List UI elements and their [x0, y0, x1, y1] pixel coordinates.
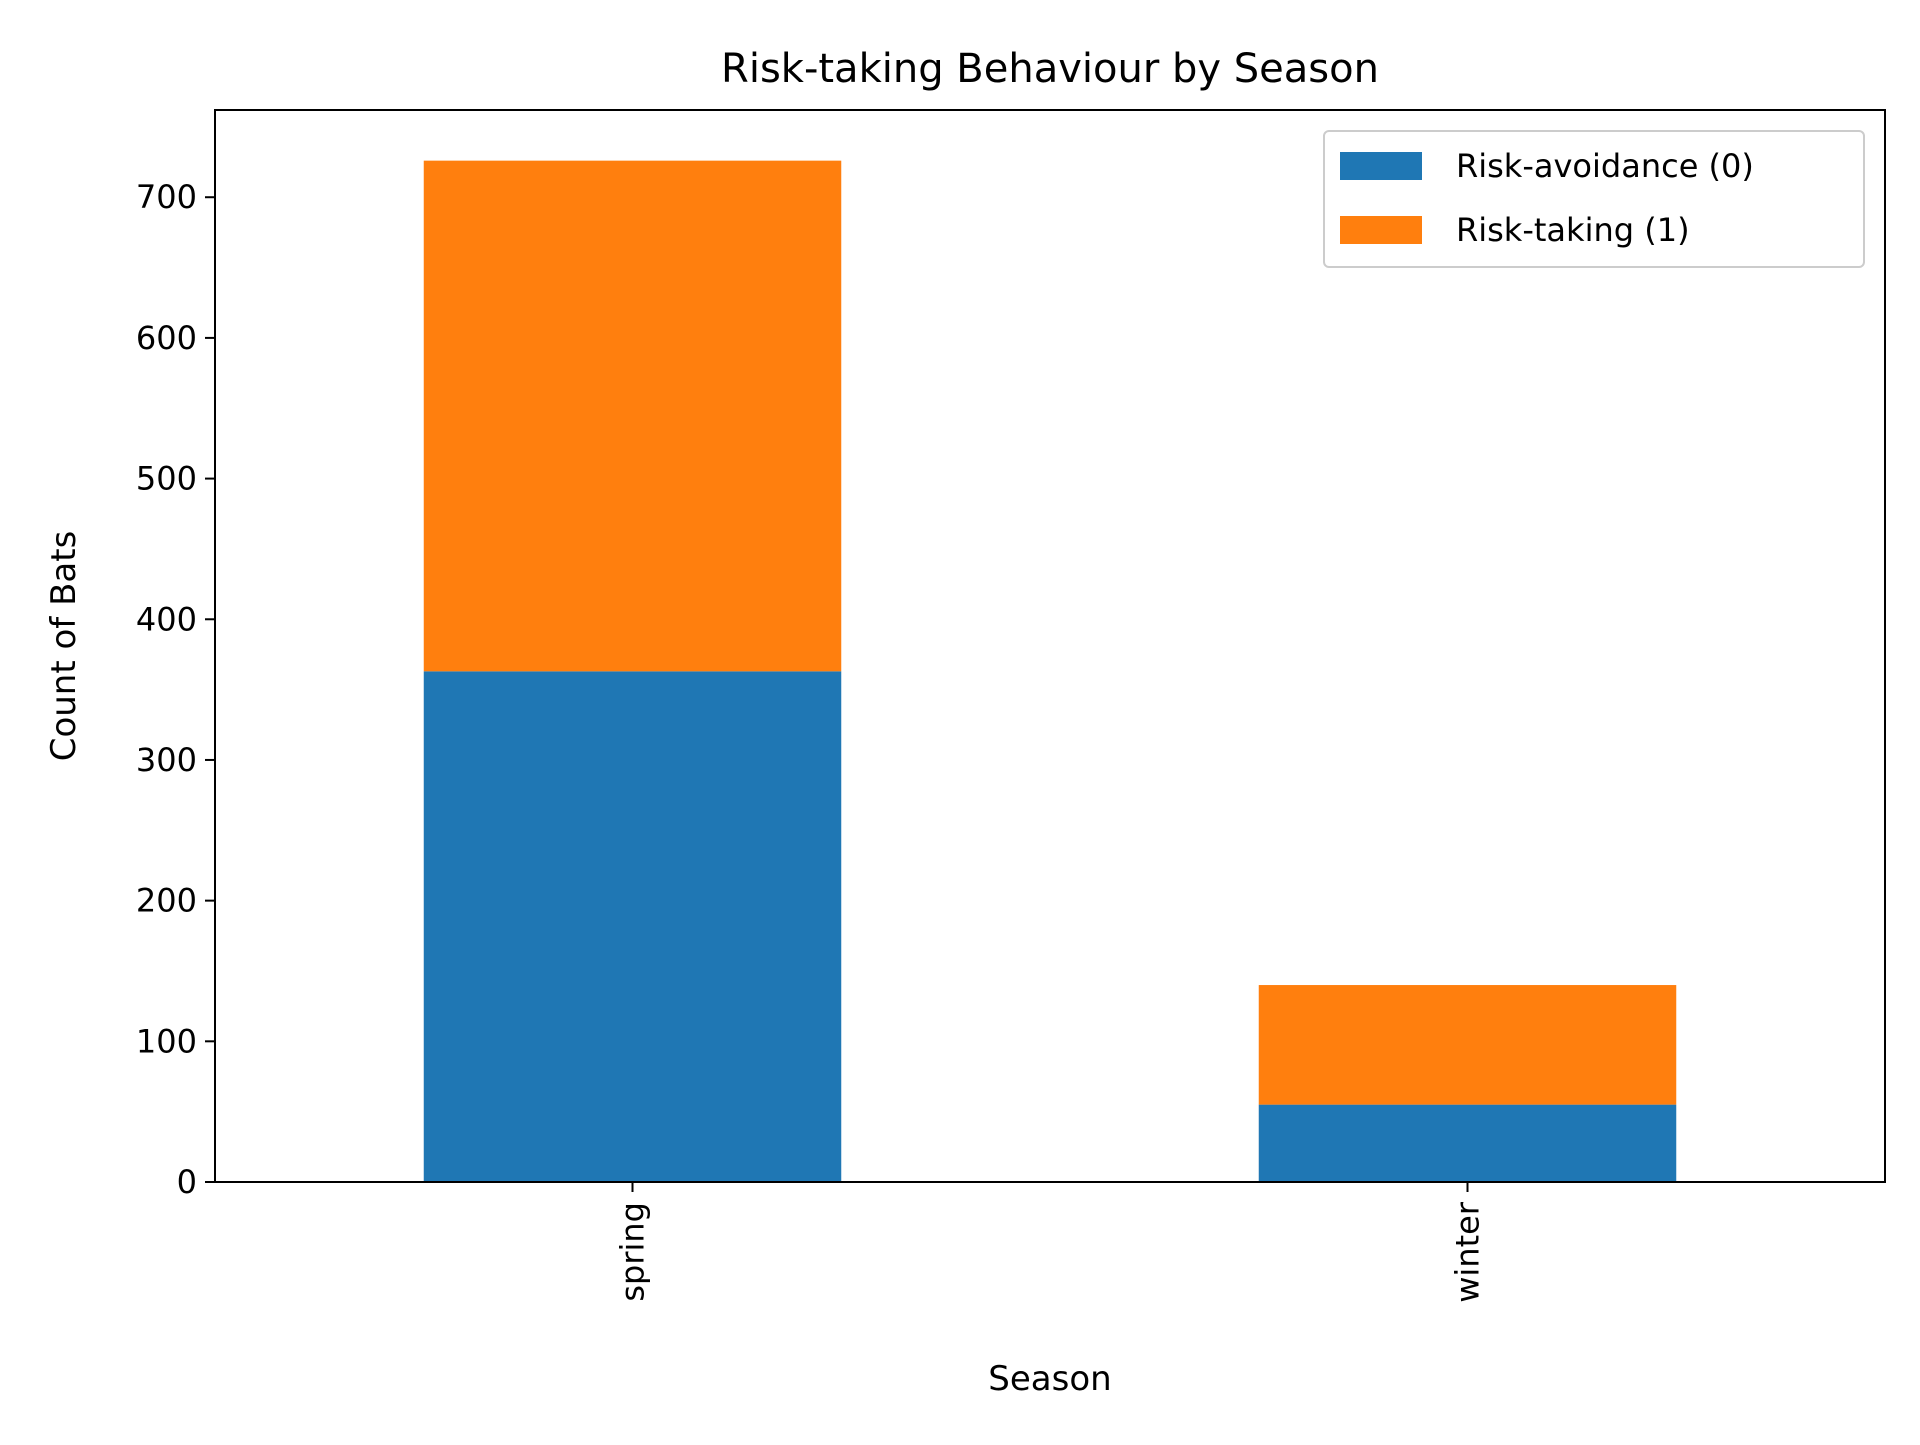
x-tick-label-spring: spring [614, 1202, 652, 1302]
legend-label-1: Risk-taking (1) [1456, 211, 1690, 249]
legend-swatch-1 [1340, 216, 1422, 244]
plot-frame [214, 109, 1886, 1183]
y-tick-label: 100 [136, 1022, 197, 1060]
x-axis-ticks: spring winter [614, 1182, 1487, 1303]
y-axis-label: Count of Bats [44, 531, 84, 762]
y-tick-label: 600 [136, 319, 197, 357]
y-tick-label: 400 [136, 600, 197, 638]
x-tick-label-winter: winter [1449, 1201, 1487, 1303]
bar-spring-series-1 [423, 160, 842, 672]
y-axis-ticks: 0 100 200 300 400 500 600 700 [136, 178, 215, 1201]
x-axis-label: Season [988, 1359, 1111, 1399]
legend-label-0: Risk-avoidance (0) [1456, 147, 1754, 185]
bar-group [423, 160, 1677, 1182]
legend-box [1323, 130, 1865, 268]
y-tick-label: 300 [136, 741, 197, 779]
y-tick-label: 700 [136, 178, 197, 216]
legend: Risk-avoidance (0) Risk-taking (1) [1323, 130, 1865, 268]
bar-winter-series-1 [1258, 985, 1677, 1105]
bar-spring-series-0 [423, 671, 842, 1182]
legend-swatch-0 [1340, 152, 1422, 180]
chart-title: Risk-taking Behaviour by Season [721, 46, 1379, 92]
y-tick-label: 500 [136, 460, 197, 498]
y-tick-label: 200 [136, 882, 197, 920]
y-tick-label: 0 [177, 1163, 197, 1201]
bar-winter-series-0 [1258, 1104, 1677, 1182]
